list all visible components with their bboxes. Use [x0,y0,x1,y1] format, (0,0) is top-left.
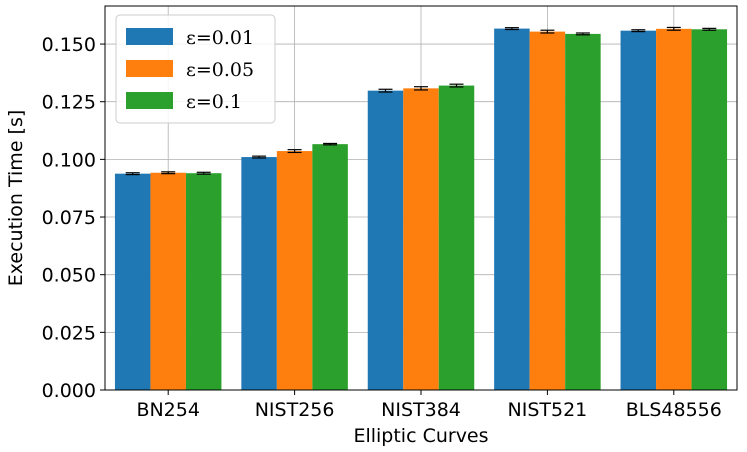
legend: ε=0.01 ε=0.05 ε=0.1 [115,14,276,124]
bar [185,173,222,390]
x-tick-label: NIST384 [381,399,461,421]
bar [620,30,657,390]
legend-label: ε=0.1 [186,91,242,113]
legend-label: ε=0.05 [186,59,254,81]
y-tick-label: 0.150 [42,34,96,56]
bar [438,85,475,390]
bar [114,173,151,390]
y-tick-label: 0.125 [42,92,96,114]
bar [150,172,186,390]
legend-label: ε=0.01 [186,27,254,49]
bar [656,28,692,391]
x-axis-title: Elliptic Curves [353,425,488,447]
bar [529,31,566,390]
y-tick-label: 0.050 [42,265,96,287]
x-tick-label: BLS48556 [626,399,722,421]
bar [565,33,601,390]
y-axis-ticks: 0.000 0.025 0.050 0.075 0.100 0.125 0.150 [42,34,105,402]
legend-swatch [126,60,173,77]
legend-swatch [126,28,173,45]
y-tick-label: 0.025 [42,322,96,344]
x-axis-ticks: BN254 NIST256 NIST384 NIST521 BLS48556 [136,390,722,421]
bar [276,151,313,390]
x-tick-label: BN254 [136,399,200,421]
x-tick-label: NIST521 [508,399,588,421]
y-tick-label: 0.100 [42,149,96,171]
error-bars [125,26,717,176]
bar [241,157,277,390]
bar [403,88,439,390]
bar [494,28,530,390]
y-axis-title: Execution Time [s] [5,110,27,287]
y-tick-label: 0.075 [42,207,96,229]
y-tick-label: 0.000 [42,380,96,402]
bar [367,90,404,390]
bars [114,28,728,391]
bar [691,29,728,390]
x-tick-label: NIST256 [255,399,335,421]
bar [312,144,348,390]
legend-swatch [126,92,173,109]
